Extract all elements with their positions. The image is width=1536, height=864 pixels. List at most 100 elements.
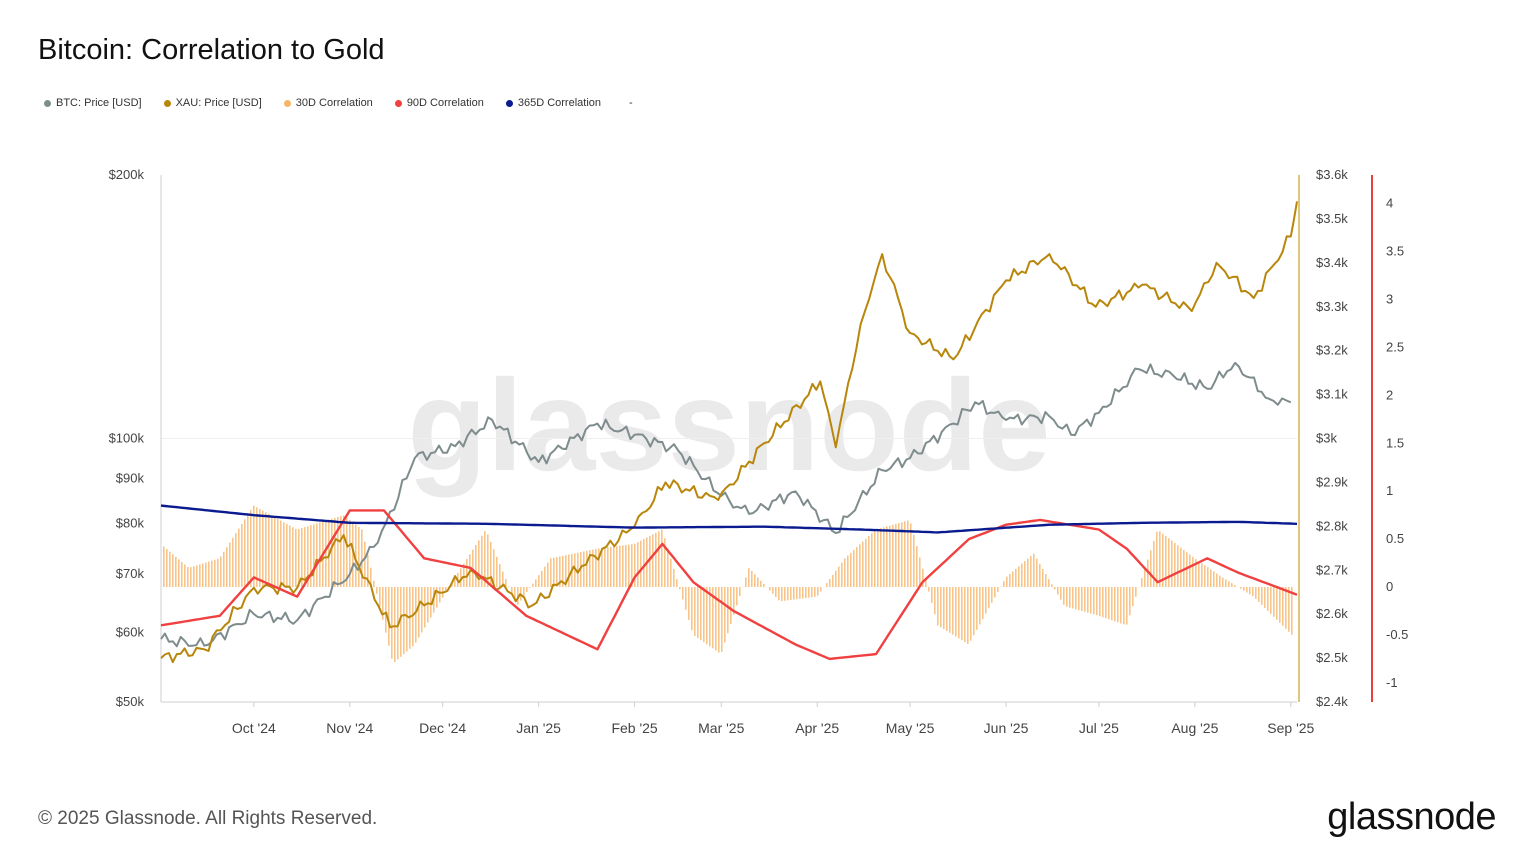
corr30d-bar [940,587,942,628]
corr30d-bar [934,587,936,615]
corr30d-bar [1177,545,1179,588]
corr30d-bar [1039,563,1041,588]
corr30d-bar [709,587,711,647]
corr30d-bar [826,583,828,588]
corr30d-bar [289,525,291,588]
corr30d-bar [478,540,480,588]
corr30d-bar [298,528,300,588]
corr-axis-tick: 1.5 [1386,435,1404,450]
corr30d-bar [199,564,201,588]
corr30d-bar [1264,587,1266,608]
corr30d-bar [958,587,960,639]
legend-item-30d[interactable]: 30D Correlation [283,97,373,109]
corr30d-bar [793,587,795,600]
corr30d-bar [388,587,390,646]
corr30d-bar [217,558,219,588]
corr30d-bar [166,549,168,588]
x-axis-tick: Jun '25 [984,720,1029,736]
corr30d-bar [226,547,228,588]
corr30d-bar [688,587,690,620]
corr30d-bar [1048,579,1050,588]
corr30d-bar [985,587,987,614]
corr30d-bar [1147,559,1149,588]
corr30d-bar [733,587,735,615]
legend-item-90d[interactable]: 90D Correlation [394,97,484,109]
corr30d-bar [898,523,900,588]
corr30d-bar [1246,587,1248,593]
corr30d-bar [1174,542,1176,588]
corr30d-bar [184,564,186,588]
x-axis-tick: Mar '25 [698,720,744,736]
x-axis-tick: Dec '24 [419,720,466,736]
corr30d-bar [577,552,579,588]
corr30d-bar [202,563,204,588]
corr30d-bar [835,570,837,588]
corr30d-bar [511,587,513,594]
xau-axis-tick: $3.3k [1316,299,1348,314]
corr30d-bar [274,517,276,588]
corr30d-bar [529,587,531,588]
corr30d-bar [652,534,654,588]
corr30d-bar [196,565,198,588]
corr30d-bar [631,544,633,588]
x-axis-tick: Jan '25 [516,720,561,736]
corr30d-bar [961,587,963,641]
corr30d-bar [595,548,597,588]
corr30d-bar [844,558,846,588]
corr30d-bar [493,549,495,588]
corr30d-bar [163,546,165,588]
legend-item-btc[interactable]: BTC: Price [USD] [44,97,142,109]
corr30d-bar [250,510,252,588]
corr30d-bar [1114,587,1116,622]
corr30d-bar [700,587,702,641]
corr30d-bar [760,580,762,588]
corr30d-bar [1273,587,1275,617]
corr30d-bar [1102,587,1104,618]
corr30d-bar [1288,587,1290,632]
legend-item-365d[interactable]: 365D Correlation [505,97,601,109]
corr30d-bar [703,587,705,643]
corr30d-bar [754,574,756,588]
corr30d-bar [1195,559,1197,588]
corr30d-bar [526,587,528,593]
corr-axis-tick: 2 [1386,387,1393,402]
corr30d-bar [1216,573,1218,588]
corr30d-bar [1120,587,1122,624]
corr30d-bar [367,554,369,588]
corr30d-bar [175,556,177,588]
corr30d-bar [730,587,732,624]
corr30d-bar [1240,587,1242,589]
corr30d-bar [1009,574,1011,588]
btc-axis-tick: $90k [116,471,145,486]
corr30d-bar [697,587,699,639]
corr30d-bar [1033,553,1035,588]
corr30d-bar [1021,563,1023,588]
corr30d-bar [436,587,438,608]
corr30d-bar [214,559,216,588]
corr30d-bar [418,587,420,638]
corr30d-bar [412,587,414,647]
corr30d-bar [643,539,645,588]
corr30d-bar [568,554,570,588]
corr30d-bar [862,541,864,588]
corr30d-bar [1078,587,1080,611]
xau-axis-tick: $3.1k [1316,387,1348,402]
corr30d-bar [994,587,996,598]
corr30d-bar [988,587,990,609]
x-axis-tick: Sep '25 [1267,720,1314,736]
corr30d-bar [1171,540,1173,588]
corr30d-bar [664,538,666,588]
corr30d-bar [403,587,405,655]
corr30d-bar [850,552,852,588]
corr30d-bar [892,524,894,588]
corr-axis-tick: 0.5 [1386,531,1404,546]
corr30d-bar [739,587,741,597]
corr30d-bar [1231,583,1233,588]
corr30d-bar [550,558,552,588]
corr30d-bar [541,570,543,588]
corr30d-bar [283,522,285,588]
corr30d-bar [859,544,861,588]
corr30d-bar [952,587,954,635]
corr30d-bar [325,520,327,588]
legend-item-xau[interactable]: XAU: Price [USD] [163,97,262,109]
